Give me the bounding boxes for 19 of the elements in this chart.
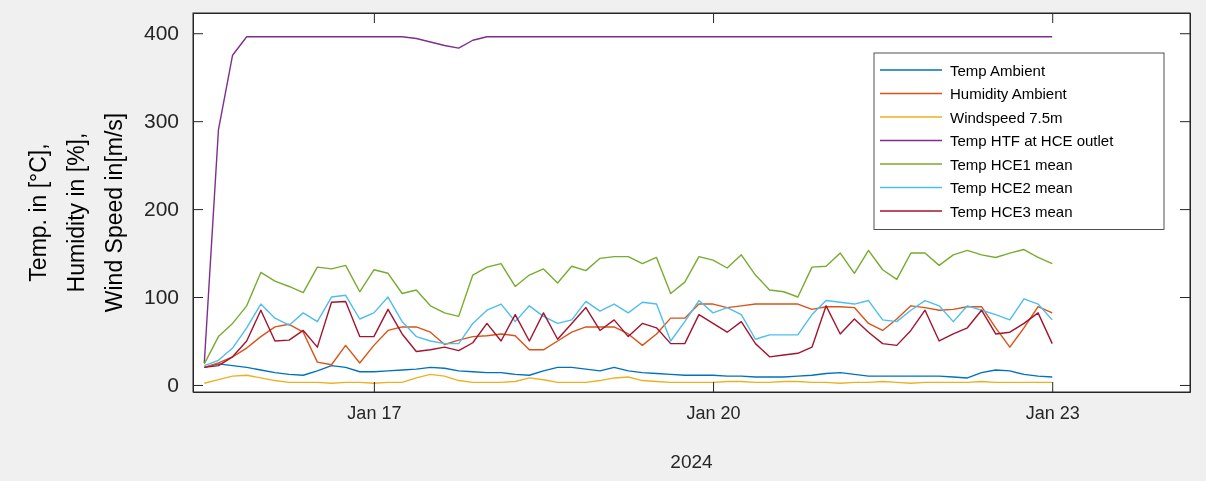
legend-label: Temp HCE2 mean [950,179,1073,196]
line-series [203,248,1053,365]
x-tick-label: Jan 23 [1025,402,1080,423]
y-tick-label: 0 [167,373,179,397]
y-tick-label: 100 [143,285,179,309]
line-series [203,373,1053,384]
legend-label: Temp Ambient [950,61,1046,79]
y-tick-label: 200 [143,197,179,221]
legend-label: Temp HTF at HCE outlet [950,132,1115,149]
y-axis-title: Temp. in [°C], Humidity in [%], Wind Speed in[m/s] [25,112,127,313]
legend-label: Temp HCE3 mean [950,202,1073,220]
x-tick-label: Jan 20 [686,402,741,423]
x-tick-label: Jan 17 [347,402,402,423]
y-tick-label: 400 [143,21,179,45]
y-tick-label: 300 [143,109,179,133]
x-axis-title: 2024 [670,451,714,472]
legend-label: Windspeed 7.5m [950,108,1063,126]
legend-label: Temp HCE1 mean [950,155,1073,173]
legend-label: Humidity Ambient [950,85,1068,102]
